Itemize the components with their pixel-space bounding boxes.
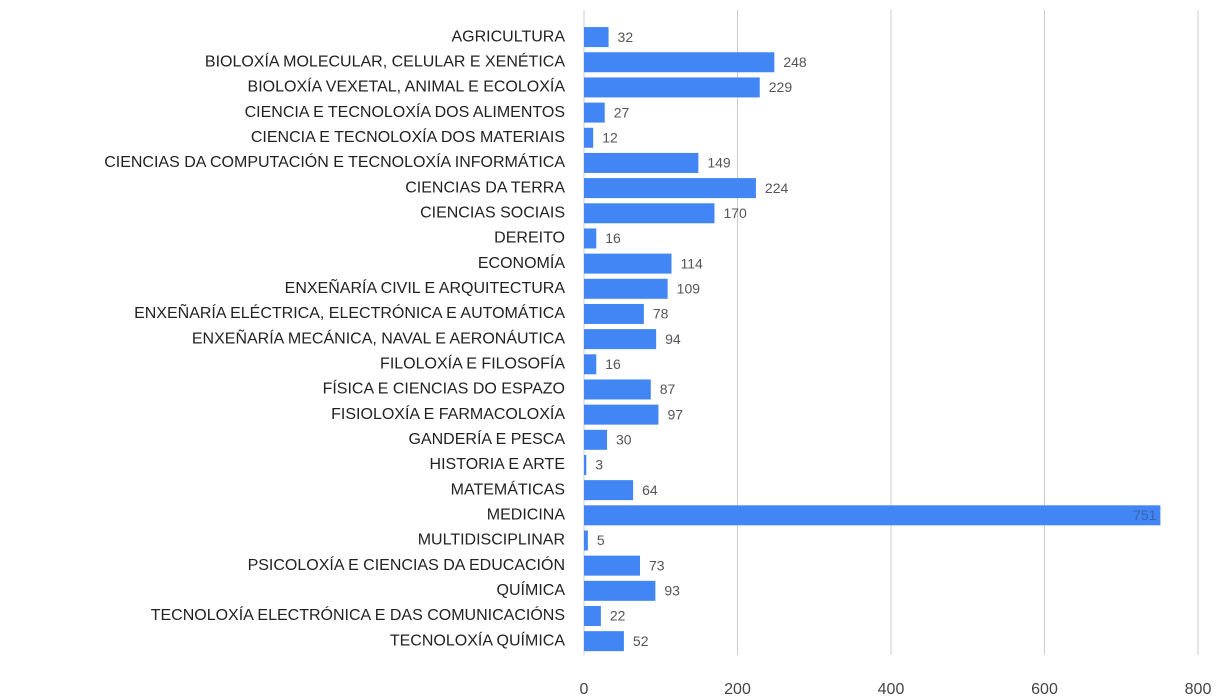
- y-tick-label: GANDERÍA E PESCA: [409, 429, 566, 448]
- value-label: 22: [610, 608, 626, 624]
- value-label: 97: [667, 406, 683, 422]
- y-tick-label: PSICOLOXÍA E CIENCIAS DA EDUCACIÓN: [248, 555, 565, 574]
- value-label: 751: [1133, 507, 1157, 523]
- bar: [584, 580, 656, 601]
- bar: [584, 178, 756, 199]
- y-tick-label: CIENCIAS DA TERRA: [405, 179, 565, 196]
- bar: [584, 354, 597, 375]
- x-tick-label: 800: [1185, 681, 1212, 698]
- bar: [584, 631, 624, 652]
- y-tick-label: CIENCIAS SOCIAIS: [420, 204, 565, 221]
- y-tick-label: BIOLOXÍA VEXETAL, ANIMAL E ECOLOXÍA: [248, 77, 566, 96]
- bar: [584, 555, 641, 576]
- value-label: 170: [723, 205, 747, 221]
- bar: [584, 429, 608, 450]
- value-label: 16: [605, 230, 621, 246]
- y-tick-label: ECONOMÍA: [478, 253, 565, 272]
- bar: [584, 102, 605, 123]
- bar: [584, 77, 760, 98]
- value-label: 32: [618, 29, 634, 45]
- value-label: 94: [665, 331, 681, 347]
- value-label: 87: [660, 381, 676, 397]
- y-tick-label: CIENCIAS DA COMPUTACIÓN E TECNOLOXÍA INF…: [104, 152, 565, 171]
- y-tick-label: ENXEÑARÍA CIVIL E ARQUITECTURA: [285, 277, 566, 297]
- value-label: 149: [707, 155, 731, 171]
- y-tick-label: TECNOLOXÍA QUÍMICA: [390, 630, 565, 649]
- y-tick-label: MULTIDISCIPLINAR: [418, 532, 565, 549]
- y-tick-label: MEDICINA: [487, 507, 566, 524]
- value-label: 27: [614, 104, 630, 120]
- y-tick-label: FILOLOXÍA E FILOSOFÍA: [380, 354, 565, 373]
- bar: [584, 52, 775, 73]
- y-tick-label: TECNOLOXÍA ELECTRÓNICA E DAS COMUNICACIÓ…: [151, 605, 565, 624]
- x-tick-label: 200: [724, 681, 751, 698]
- x-tick-label: 600: [1031, 681, 1058, 698]
- value-label: 114: [680, 255, 703, 271]
- y-tick-label: AGRICULTURA: [452, 28, 566, 45]
- value-label: 248: [783, 54, 807, 70]
- value-label: 229: [769, 79, 793, 95]
- value-label: 78: [653, 306, 669, 322]
- bar: [584, 329, 657, 350]
- bar: [584, 303, 644, 324]
- bar: [584, 530, 588, 551]
- bar: [584, 127, 594, 148]
- y-tick-label: HISTORIA E ARTE: [430, 456, 565, 473]
- y-tick-label: ENXEÑARÍA ELÉCTRICA, ELECTRÓNICA E AUTOM…: [134, 302, 565, 322]
- value-label: 93: [664, 583, 680, 599]
- value-label: 224: [765, 180, 789, 196]
- y-tick-label: FÍSICA E CIENCIAS DO ESPAZO: [323, 379, 565, 398]
- bar: [584, 404, 659, 425]
- value-label: 16: [605, 356, 621, 372]
- value-label: 30: [616, 432, 632, 448]
- y-tick-label: DEREITO: [494, 230, 565, 247]
- value-label: 52: [633, 633, 649, 649]
- y-tick-label: MATEMÁTICAS: [451, 479, 565, 498]
- y-tick-label: CIENCIA E TECNOLOXÍA DOS MATERIAIS: [251, 127, 565, 146]
- bar: [584, 152, 699, 173]
- y-tick-label: QUÍMICA: [497, 580, 566, 599]
- bar: [584, 379, 651, 400]
- x-tick-label: 400: [878, 681, 905, 698]
- value-label: 64: [642, 482, 658, 498]
- value-label: 3: [595, 457, 603, 473]
- bar: [584, 203, 715, 224]
- y-tick-label: FISIOLOXÍA E FARMACOLOXÍA: [331, 404, 565, 423]
- bar: [584, 605, 601, 626]
- value-label: 12: [602, 129, 618, 145]
- y-tick-label: BIOLOXÍA MOLECULAR, CELULAR E XENÉTICA: [205, 51, 565, 70]
- bar: [584, 253, 672, 274]
- y-tick-label: ENXEÑARÍA MECÁNICA, NAVAL E AERONÁUTICA: [192, 327, 565, 347]
- x-tick-label: 0: [580, 681, 589, 698]
- value-label: 109: [677, 280, 701, 296]
- bar: [584, 27, 609, 48]
- bar: [584, 278, 668, 299]
- bar: [584, 505, 1161, 526]
- bar: [584, 228, 597, 249]
- bar: [584, 480, 634, 501]
- value-label: 5: [597, 532, 605, 548]
- bar: [584, 454, 587, 475]
- value-label: 73: [649, 557, 665, 573]
- y-tick-label: CIENCIA E TECNOLOXÍA DOS ALIMENTOS: [245, 102, 565, 121]
